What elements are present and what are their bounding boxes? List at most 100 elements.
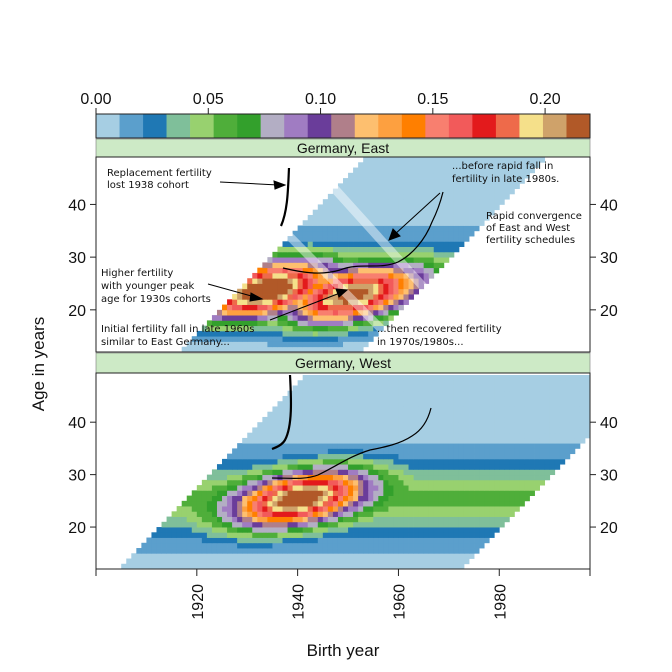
heat-cell xyxy=(509,506,515,512)
heat-cell xyxy=(282,448,288,455)
heat-cell xyxy=(358,299,364,305)
heat-cell xyxy=(282,558,288,565)
heat-cell xyxy=(393,214,399,221)
heat-cell xyxy=(343,527,349,533)
heat-cell xyxy=(448,236,455,242)
heat-cell xyxy=(368,309,374,316)
heat-cell xyxy=(489,167,495,174)
heat-cell xyxy=(423,183,430,190)
heat-cell xyxy=(378,411,384,418)
heat-cell xyxy=(378,157,384,163)
heat-cell xyxy=(257,553,263,559)
heat-cell xyxy=(544,390,551,397)
heat-cell xyxy=(443,448,450,455)
heat-cell xyxy=(292,500,299,507)
heat-cell xyxy=(448,385,455,392)
heat-cell xyxy=(307,443,314,449)
heat-cell xyxy=(514,432,520,439)
heat-cell xyxy=(322,406,329,413)
heat-cell xyxy=(297,443,304,449)
heat-cell xyxy=(343,469,349,476)
heat-cell xyxy=(463,453,470,460)
heat-cell xyxy=(327,204,334,211)
heat-cell xyxy=(393,516,399,523)
heat-cell xyxy=(257,563,263,569)
heat-cell xyxy=(469,453,475,460)
heat-cell xyxy=(267,495,273,502)
heat-cell xyxy=(433,495,440,502)
heat-cell xyxy=(302,495,309,502)
heat-cell xyxy=(237,553,243,559)
heat-cell xyxy=(368,288,374,295)
heat-cell xyxy=(272,278,278,284)
colorbar-tick-label: 0.20 xyxy=(530,91,561,108)
heat-cell xyxy=(161,527,167,533)
heat-cell xyxy=(332,511,339,517)
heat-cell xyxy=(272,448,278,455)
heat-cell xyxy=(312,406,319,413)
heat-cell xyxy=(222,511,228,517)
y-tick-label-right: 30 xyxy=(600,468,618,485)
heat-cell xyxy=(484,188,490,195)
heat-cell xyxy=(383,506,389,512)
heat-cell xyxy=(237,500,243,507)
heat-cell xyxy=(348,458,354,465)
heat-cell xyxy=(398,188,404,195)
heat-cell xyxy=(348,474,354,481)
heat-cell xyxy=(383,553,389,559)
heat-cell xyxy=(373,278,379,284)
heat-cell xyxy=(448,506,455,512)
heat-cell xyxy=(388,527,394,533)
heat-cell xyxy=(292,458,299,465)
heat-cell xyxy=(322,385,329,392)
heat-cell xyxy=(388,390,394,397)
heat-cell xyxy=(398,304,404,311)
heat-cell xyxy=(529,162,535,168)
heat-cell xyxy=(569,385,576,392)
heat-cell xyxy=(388,209,394,216)
heat-cell xyxy=(403,225,409,232)
heat-cell xyxy=(151,558,157,565)
heat-cell xyxy=(590,375,595,381)
heat-cell xyxy=(383,416,389,423)
heat-cell xyxy=(237,506,243,512)
heat-cell xyxy=(504,401,510,407)
heat-cell xyxy=(277,336,283,342)
heat-cell xyxy=(463,236,470,242)
heat-cell xyxy=(469,406,475,413)
heat-cell xyxy=(292,469,299,476)
heat-cell xyxy=(383,490,389,496)
heat-cell xyxy=(227,548,233,554)
heat-cell xyxy=(484,204,490,211)
heat-cell xyxy=(348,516,354,523)
heat-cell xyxy=(519,453,525,460)
heat-cell xyxy=(433,506,440,512)
heat-cell xyxy=(378,162,384,168)
heat-cell xyxy=(504,490,510,496)
heat-cell xyxy=(519,432,525,439)
heat-cell xyxy=(438,548,445,554)
heat-cell xyxy=(201,511,208,517)
heat-cell xyxy=(262,537,268,544)
heat-cell xyxy=(534,479,540,486)
heat-cell xyxy=(332,558,339,565)
heat-cell xyxy=(348,537,354,544)
heat-cell xyxy=(403,553,409,559)
heat-cell xyxy=(463,395,470,402)
heat-cell xyxy=(322,251,329,258)
heat-cell xyxy=(353,427,359,434)
heat-cell xyxy=(544,427,551,434)
heat-cell xyxy=(257,427,263,434)
heat-cell xyxy=(474,162,480,168)
heat-cell xyxy=(428,495,435,502)
heat-cell xyxy=(237,548,243,554)
heat-cell xyxy=(237,309,243,316)
heat-cell xyxy=(277,320,283,327)
heat-cell xyxy=(423,448,430,455)
heat-cell xyxy=(398,516,404,523)
heat-cell xyxy=(232,537,238,544)
heat-cell xyxy=(272,548,278,554)
heat-cell xyxy=(388,437,394,444)
heat-cell xyxy=(297,500,304,507)
heat-cell xyxy=(257,500,263,507)
